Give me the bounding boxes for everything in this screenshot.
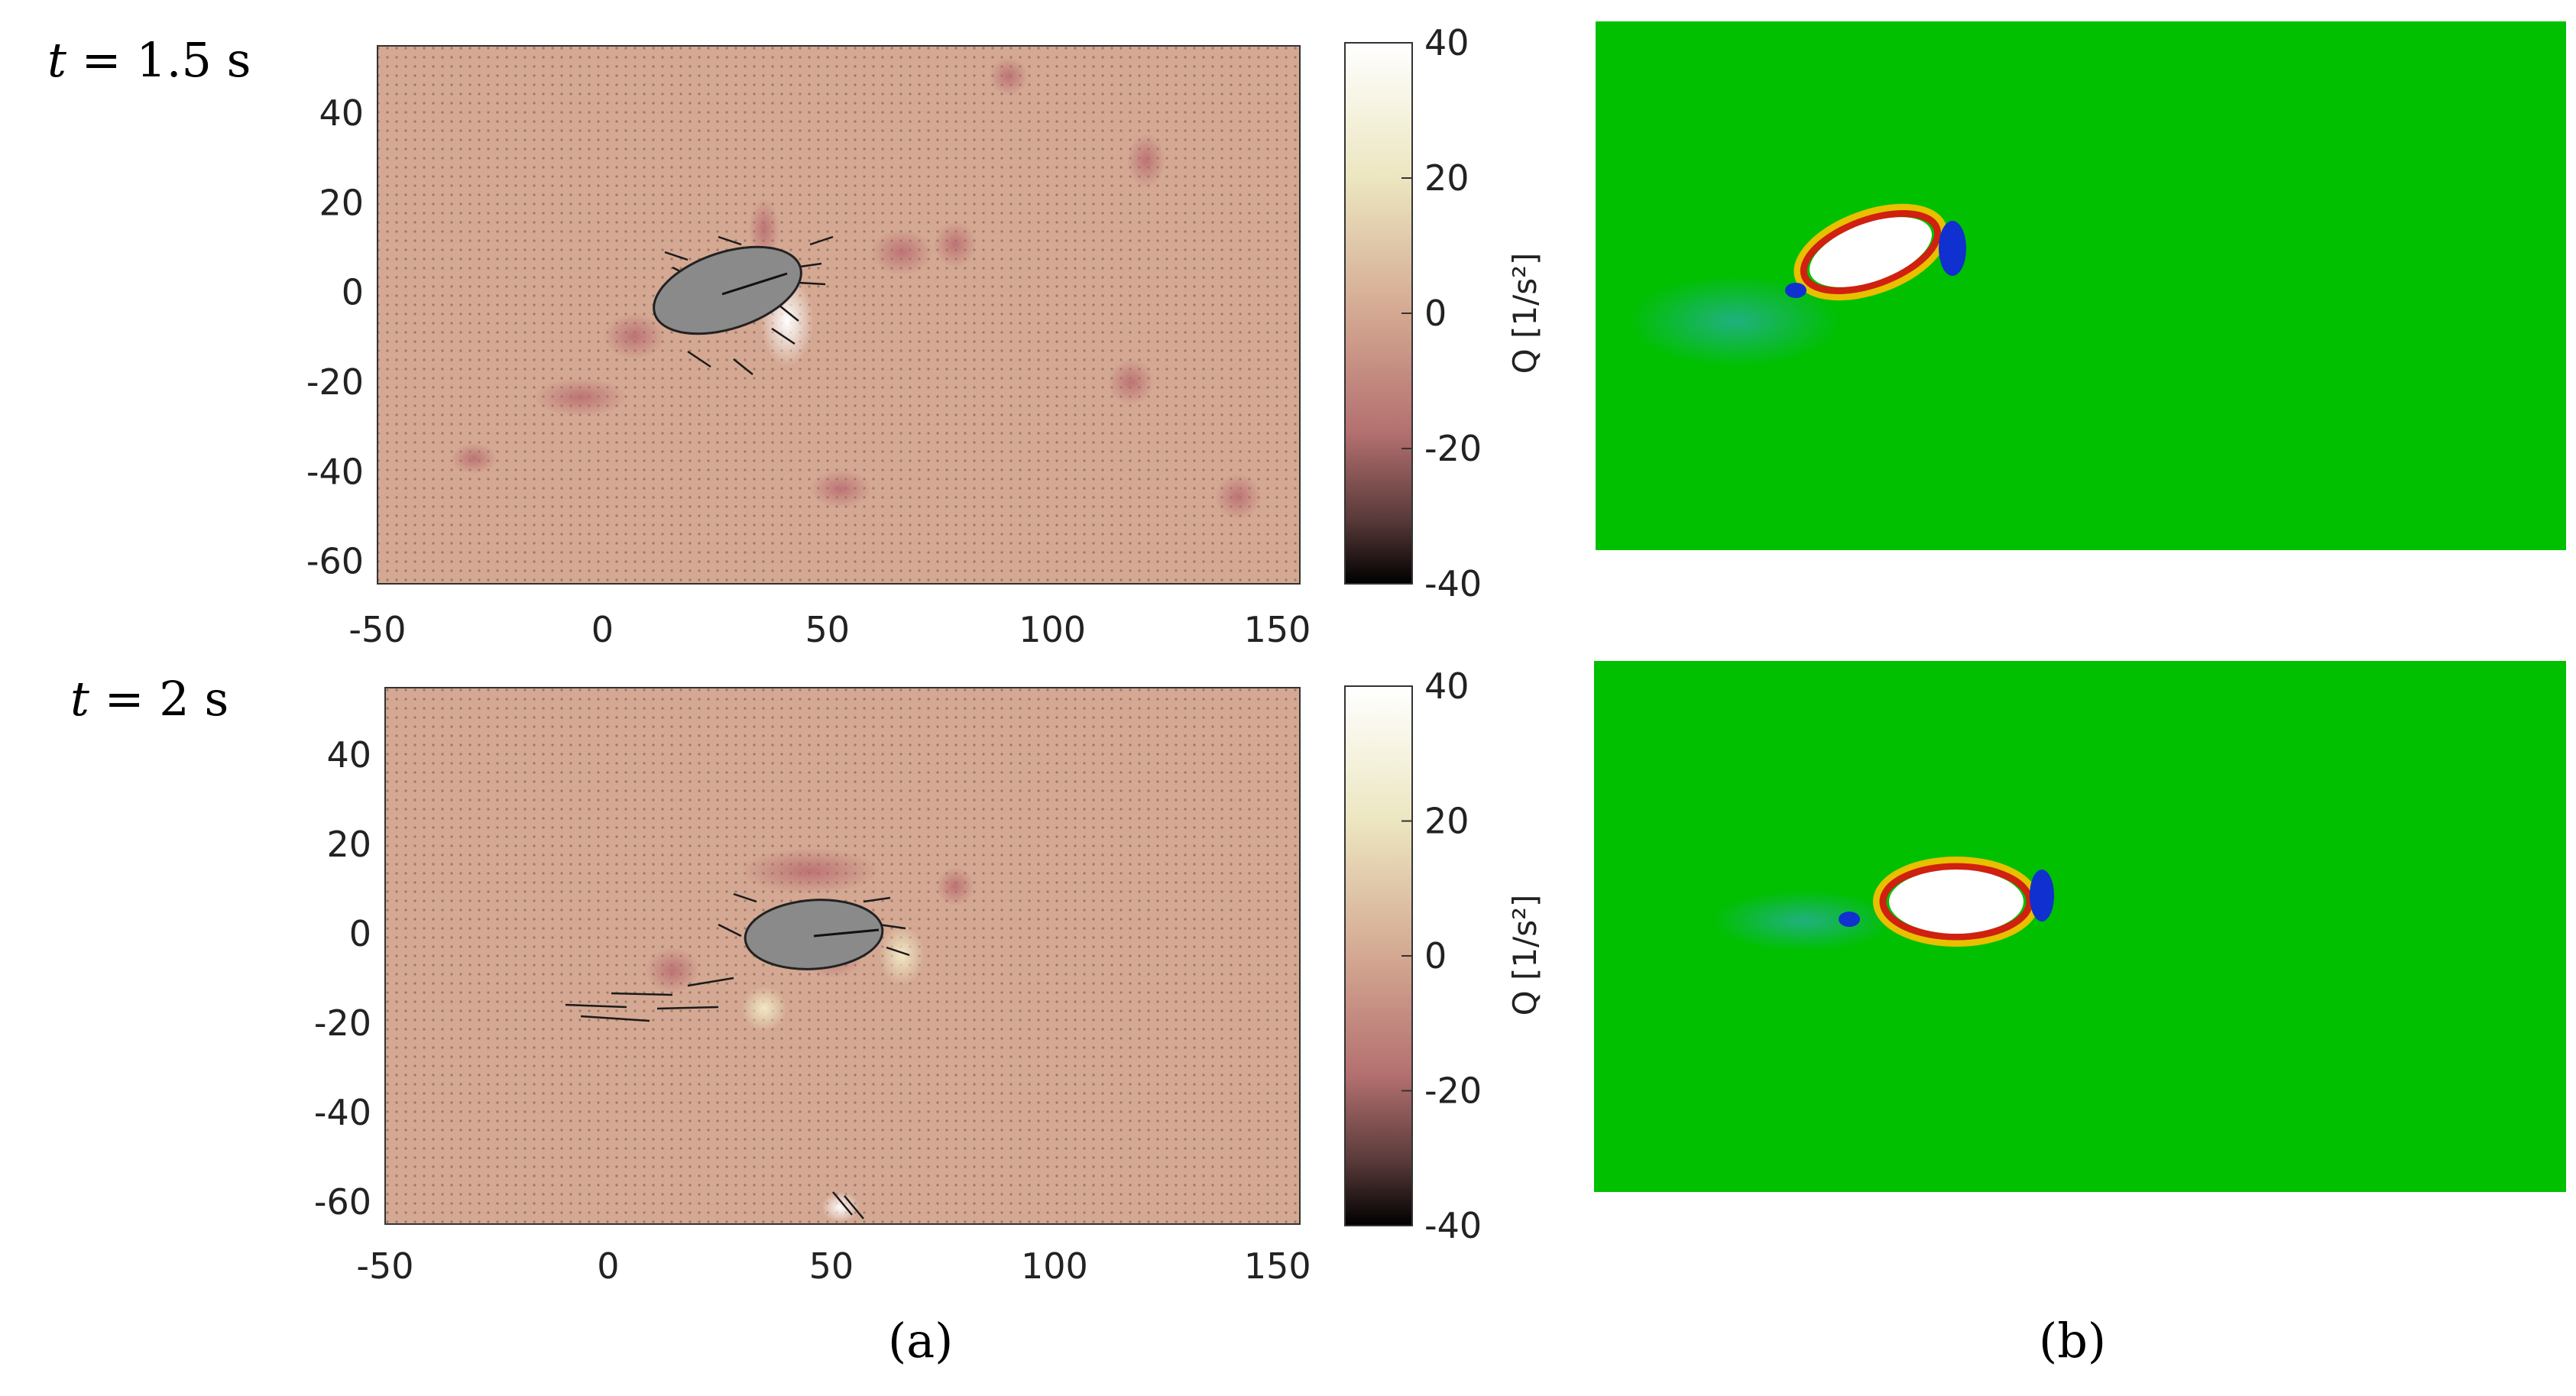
positive-q-region <box>741 986 787 1032</box>
x-tick-label: 50 <box>809 1245 854 1287</box>
vortex-blob <box>934 222 977 267</box>
x-tick-label: -50 <box>348 609 406 650</box>
x-tick-label: 0 <box>591 609 614 650</box>
field-plot-row1 <box>377 45 1301 585</box>
colorbar-tick-label: 0 <box>1424 935 1447 977</box>
vortex-blob <box>604 313 665 359</box>
vortex-core <box>1839 912 1860 927</box>
colorbar-tick-label: 20 <box>1424 801 1469 842</box>
colorbar-tick-label: -40 <box>1424 563 1482 604</box>
colorbar-tick-label: 0 <box>1424 293 1447 334</box>
shear-layer <box>1879 863 2033 941</box>
time-label-row1: t = 1.5 s <box>47 32 251 88</box>
colorbar-tick-label: -20 <box>1424 428 1482 469</box>
panel-label-a: (a) <box>888 1313 954 1368</box>
panel-label-b: (b) <box>2039 1313 2107 1368</box>
time-label-row2: t = 2 s <box>70 671 229 727</box>
wake-region <box>1628 275 1842 367</box>
x-tick-label: 100 <box>1021 1245 1088 1287</box>
vector-cluster <box>565 892 910 1219</box>
y-tick-label: 40 <box>319 92 364 134</box>
y-tick-label: -40 <box>306 451 364 492</box>
simulation-panel-row2 <box>1594 661 2566 1192</box>
colorbar-row2 <box>1344 685 1413 1226</box>
colorbar-tick-label: -40 <box>1424 1205 1482 1246</box>
x-tick-label: 100 <box>1019 609 1086 650</box>
body <box>1889 870 2024 934</box>
colorbar-tick-label: 40 <box>1424 666 1469 707</box>
body <box>1810 217 1932 287</box>
y-tick-label: 0 <box>342 272 364 313</box>
vortex-core <box>2030 870 2054 921</box>
colorbar-gradient <box>1344 685 1413 1226</box>
vortex-blob <box>936 867 974 905</box>
ellipse-body <box>653 245 802 335</box>
vortex-blob <box>451 443 497 474</box>
vortex-blob <box>1108 359 1154 405</box>
shear-layer <box>1793 203 1948 301</box>
vortex-blob <box>741 848 879 894</box>
y-tick-label: -60 <box>314 1181 371 1223</box>
vortex-blob <box>1127 134 1165 187</box>
wake-region <box>1712 890 1895 951</box>
y-tick-label: -20 <box>314 1002 371 1044</box>
vortex-blob <box>535 378 627 416</box>
body-axis-line <box>721 272 788 296</box>
vortex-blob <box>990 57 1028 96</box>
plot-frame <box>377 45 1301 585</box>
colorbar-label: Q [1/s²] <box>1506 253 1544 374</box>
y-tick-label: 20 <box>326 824 371 865</box>
colorbar-gradient <box>1344 42 1413 585</box>
shear-layer <box>1800 210 1942 294</box>
x-tick-label: 0 <box>597 1245 619 1287</box>
y-tick-label: 40 <box>326 734 371 776</box>
y-tick-label: -20 <box>306 361 364 403</box>
vortex-blob <box>871 229 932 275</box>
positive-q-region <box>821 1192 860 1223</box>
vortex-blob <box>749 199 779 260</box>
colorbar-tick-label: 20 <box>1424 157 1469 199</box>
y-tick-label: 20 <box>319 182 364 223</box>
vortex-blob <box>810 470 871 508</box>
positive-q-region <box>879 925 925 986</box>
vortex-core <box>1939 221 1966 276</box>
field-plot-row2 <box>384 687 1301 1225</box>
body-axis-line <box>813 928 880 938</box>
vortex-core <box>1785 283 1806 298</box>
plot-frame <box>384 687 1301 1225</box>
x-tick-label: 150 <box>1244 1245 1311 1287</box>
colorbar-label: Q [1/s²] <box>1506 895 1544 1016</box>
ellipse-body <box>744 899 884 970</box>
vortex-blob <box>1215 474 1261 520</box>
x-tick-label: 150 <box>1244 609 1311 650</box>
x-tick-label: 50 <box>805 609 851 650</box>
x-tick-label: -50 <box>356 1245 413 1287</box>
colorbar-tick-label: 40 <box>1424 22 1469 63</box>
simulation-panel-row1 <box>1596 21 2566 550</box>
y-tick-label: -40 <box>314 1092 371 1133</box>
vortex-blob <box>646 947 699 993</box>
y-tick-label: 0 <box>349 913 371 954</box>
colorbar-tick-label: -20 <box>1424 1070 1482 1112</box>
colorbar-row1 <box>1344 42 1413 585</box>
y-tick-label: -60 <box>306 541 364 582</box>
